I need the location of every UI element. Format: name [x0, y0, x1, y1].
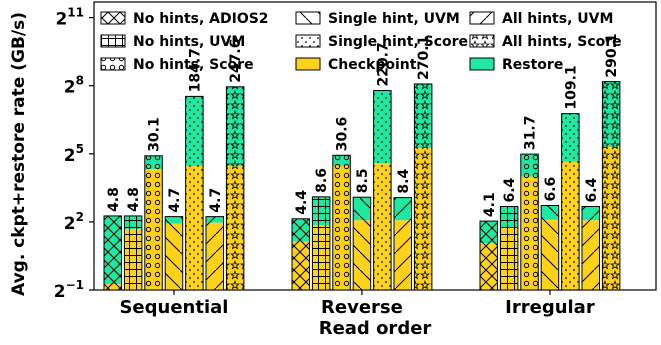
bar-value-label: 6.6: [543, 177, 559, 202]
bar-single-hint-score-sequential: [185, 95, 204, 291]
legend-item: Checkpoint: [295, 57, 417, 73]
bar-value-labels: 4.8 4.8 30.1 4.7 184.7 4.7 247.6 4.48.6 30.68.5 2…: [106, 33, 620, 217]
bar-value-label: 109.1: [563, 65, 579, 109]
bar-no-hints-uvm-reverse: [311, 196, 331, 291]
bar-single-hint-uvm-reverse: [352, 196, 372, 291]
legend-label: No hints, UVM: [133, 34, 245, 50]
legend-label: No hints, Score: [133, 57, 254, 73]
y-tick-label: 2−1: [54, 278, 84, 302]
y-tick-label: 28: [64, 74, 84, 98]
bar-no-hints-score-reverse: [332, 154, 351, 291]
legend-label: No hints, ADIOS2: [133, 11, 269, 27]
bar-all-hints-uvm-sequential: [205, 216, 224, 291]
bar-value-label: 4.4: [294, 190, 310, 215]
bar-all-hints-score-reverse: [413, 83, 433, 291]
y-tick-label: 22: [64, 210, 84, 234]
legend-label: Single hint, Score: [328, 34, 468, 50]
bar-value-label: 6.4: [584, 177, 600, 202]
y-axis-label: Avg. ckpt+restore rate (GB/s): [9, 12, 29, 296]
bar-value-label: 290.1: [604, 33, 620, 77]
x-tick-label: Sequential: [119, 297, 228, 318]
bar-value-label: 247.6: [228, 38, 244, 82]
bars-layer: [103, 81, 621, 291]
bar-value-label: 220.7: [375, 42, 391, 86]
bar-value-label: 8.6: [314, 168, 330, 193]
bar-value-label: 4.7: [167, 188, 183, 213]
bar-all-hints-uvm-irregular: [581, 206, 600, 291]
bar-value-label: 8.4: [396, 169, 412, 194]
bar-no-hints-adios2-irregular: [479, 220, 498, 291]
bar-value-label: 4.1: [482, 192, 498, 217]
legend-item: Single hint, UVM: [295, 11, 460, 27]
legend-label: Checkpoint: [328, 57, 417, 73]
bar-no-hints-score-sequential: [144, 155, 163, 291]
legend-label: Single hint, UVM: [328, 11, 460, 27]
bar-value-label: 31.7: [523, 116, 539, 151]
bar-value-label: 30.1: [147, 117, 163, 152]
legend-swatch: [295, 57, 321, 71]
x-axis-label: Read order: [319, 318, 432, 339]
legend-label: All hints, UVM: [502, 11, 613, 27]
bar-single-hint-uvm-sequential: [164, 216, 184, 291]
bar-value-label: 184.7: [187, 48, 203, 92]
bar-no-hints-adios2-reverse: [291, 218, 310, 291]
bar-single-hint-score-reverse: [373, 90, 392, 291]
legend-item: Restore: [469, 57, 563, 73]
legend-label: All hints, Score: [502, 34, 622, 50]
bar-value-label: 270.1: [416, 36, 432, 80]
bar-value-label: 8.5: [355, 168, 371, 193]
bar-no-hints-score-irregular: [520, 153, 539, 291]
legend: No hints, ADIOS2 Single hint, UVM All hint…: [100, 11, 622, 73]
bar-single-hint-score-irregular: [561, 113, 580, 291]
y-tick-label: 211: [55, 6, 84, 30]
bar-no-hints-uvm-sequential: [123, 215, 143, 291]
y-axis: 2−1 22 25 28 211: [54, 6, 94, 302]
legend-item: All hints, Score: [469, 34, 622, 50]
legend-swatch: [469, 57, 495, 71]
x-tick-label: Reverse: [321, 297, 403, 318]
x-axis: Sequential Reverse Irregular: [119, 290, 595, 318]
bar-value-label: 4.8: [106, 187, 122, 212]
legend-item: No hints, Score: [100, 57, 254, 73]
bar-value-label: 4.7: [208, 188, 224, 213]
legend-label: Restore: [502, 57, 563, 73]
x-tick-label: Irregular: [505, 297, 595, 318]
bar-all-hints-uvm-reverse: [393, 197, 412, 291]
legend-item: All hints, UVM: [469, 11, 613, 27]
bar-value-label: 30.6: [335, 117, 351, 152]
bar-all-hints-score-irregular: [601, 81, 621, 291]
bar-value-label: 6.4: [502, 177, 518, 202]
bar-no-hints-uvm-irregular: [499, 206, 519, 291]
legend-item: Single hint, Score: [295, 34, 468, 50]
y-tick-label: 25: [64, 142, 84, 166]
legend-item: No hints, UVM: [100, 34, 245, 50]
bar-value-label: 4.8: [126, 187, 142, 212]
bar-single-hint-uvm-irregular: [540, 205, 560, 291]
legend-item: No hints, ADIOS2: [100, 11, 269, 27]
bar-no-hints-adios2-sequential: [103, 215, 122, 291]
bar-all-hints-score-sequential: [225, 86, 245, 291]
